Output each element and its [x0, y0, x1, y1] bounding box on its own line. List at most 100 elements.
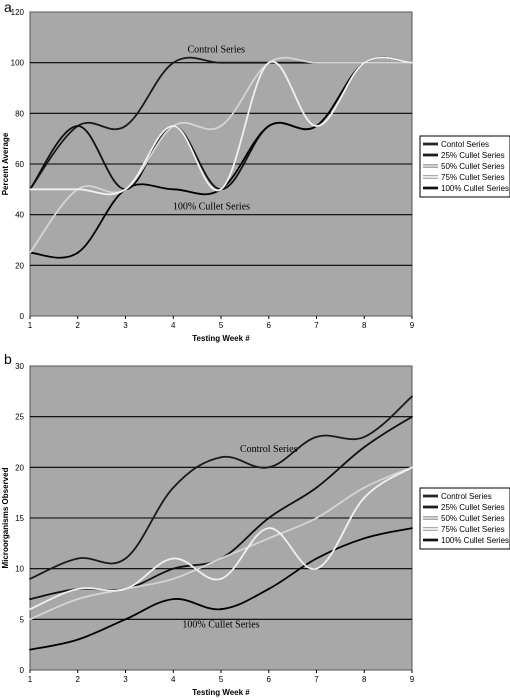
data-point-a-3: [172, 125, 175, 127]
x-axis-title-a: Testing Week #: [192, 334, 250, 343]
data-point-b-3: [76, 588, 79, 590]
x-tick-label-b: 6: [267, 675, 272, 684]
y-axis-title-a: Percent Average: [1, 132, 10, 195]
data-point-a-3: [220, 188, 222, 191]
x-tick-label-a: 9: [410, 321, 415, 330]
annotation-b-0: Control Series: [240, 444, 298, 455]
x-tick-label-b: 8: [362, 675, 367, 684]
data-point-b-2: [220, 557, 222, 560]
data-point-b-4: [411, 527, 413, 529]
data-point-b-3: [315, 567, 318, 570]
y-axis-title-b: Microorganisms Observed: [1, 467, 10, 568]
y-tick-label-a: 120: [11, 8, 25, 17]
x-tick-label-a: 7: [314, 321, 319, 330]
data-point-a-4: [76, 251, 79, 254]
panel-letter-b: b: [4, 351, 12, 367]
x-tick-label-a: 5: [219, 321, 224, 330]
annotation-a-0: Control Series: [187, 45, 245, 56]
chart-panel-b: b 0 5 10 15 20 25 30 1 2 3 4 5 6 7 8 9 Testing Week # Micr…: [1, 351, 510, 697]
x-tick-label-b: 5: [219, 675, 224, 684]
data-point-b-0: [315, 436, 318, 438]
y-tick-label-b: 20: [15, 463, 24, 472]
data-point-a-4: [267, 125, 270, 127]
data-point-b-3: [220, 577, 222, 580]
y-tick-label-a: 80: [15, 109, 24, 118]
data-point-a-3: [411, 61, 413, 64]
data-point-a-3: [124, 188, 127, 191]
series-line-a-3: [30, 56, 413, 196]
data-point-a-1: [76, 125, 79, 127]
x-tick-label-a: 1: [28, 321, 33, 330]
annotation-a-1: 100% Cullet Series: [173, 202, 250, 213]
y-tick-label-b: 5: [20, 615, 25, 624]
x-axis-title-b: Testing Week #: [192, 688, 250, 697]
y-tick-label-b: 10: [15, 565, 24, 574]
data-point-a-3: [315, 125, 318, 127]
legend-label-b-4: 100% Cullet Series: [441, 536, 509, 545]
legend-label-b-3: 75% Cullet Series: [441, 525, 505, 534]
data-point-b-2: [76, 598, 79, 600]
data-point-a-4: [172, 188, 175, 191]
series-line-a-2: [29, 56, 412, 254]
legend-label-a-2: 50% Cullet Series: [441, 162, 505, 171]
data-point-b-2: [267, 537, 270, 540]
y-tick-label-b: 0: [20, 666, 25, 675]
data-point-b-3: [124, 588, 127, 590]
x-tick-label-a: 8: [362, 321, 367, 330]
legend-label-a-4: 100% Cullet Series: [441, 184, 509, 193]
y-tick-label-b: 15: [15, 514, 24, 523]
y-tick-label-a: 0: [20, 312, 25, 321]
data-point-b-0: [220, 456, 222, 459]
data-point-b-1: [29, 598, 31, 600]
data-point-b-4: [172, 598, 175, 600]
legend-label-b-0: Control Series: [441, 492, 492, 501]
data-point-b-0: [411, 395, 413, 398]
y-tick-label-a: 20: [15, 261, 24, 270]
data-point-a-2: [220, 125, 222, 127]
series-line-b-3: [29, 466, 413, 611]
legend-label-b-1: 25% Cullet Series: [441, 503, 505, 512]
x-tick-label-a: 6: [267, 321, 272, 330]
annotation-b-1: 100% Cullet Series: [182, 619, 259, 630]
data-point-b-4: [29, 648, 31, 651]
y-tick-label-a: 100: [11, 59, 25, 68]
x-tick-label-b: 3: [123, 675, 128, 684]
data-point-a-0: [172, 61, 175, 64]
legend-label-a-0: Contol Series: [441, 140, 489, 149]
data-point-a-3: [76, 188, 79, 191]
legend-label-a-1: 25% Cullet Series: [441, 151, 505, 160]
data-point-a-0: [124, 125, 127, 127]
data-point-b-2: [315, 517, 318, 519]
x-tick-label-b: 7: [314, 675, 319, 684]
data-point-b-1: [267, 517, 270, 519]
data-point-a-0: [220, 61, 222, 64]
x-tick-label-b: 2: [76, 675, 81, 684]
data-point-b-0: [124, 557, 127, 560]
data-point-b-4: [363, 537, 366, 540]
y-tick-label-b: 25: [15, 413, 24, 422]
data-point-b-1: [363, 446, 366, 448]
data-point-b-4: [315, 557, 318, 560]
x-tick-label-b: 9: [410, 675, 415, 684]
x-tick-label-b: 1: [28, 675, 33, 684]
data-point-b-1: [411, 415, 413, 418]
y-tick-label-a: 60: [15, 160, 24, 169]
data-point-b-4: [220, 608, 222, 611]
x-tick-label-a: 2: [76, 321, 81, 330]
data-point-b-2: [29, 618, 31, 621]
data-point-a-2: [29, 251, 31, 254]
data-point-a-2: [315, 61, 318, 64]
x-tick-label-a: 3: [123, 321, 128, 330]
data-point-a-3: [29, 188, 31, 191]
data-point-b-0: [76, 557, 79, 560]
panel-letter-a: a: [4, 0, 12, 15]
data-point-b-3: [29, 608, 31, 611]
legend-label-a-3: 75% Cullet Series: [441, 173, 505, 182]
legend-label-b-2: 50% Cullet Series: [441, 514, 505, 523]
data-point-b-3: [363, 496, 366, 499]
data-point-b-3: [411, 466, 413, 469]
y-tick-label-b: 30: [15, 362, 24, 371]
data-point-b-2: [172, 577, 175, 580]
data-point-b-0: [29, 577, 31, 580]
